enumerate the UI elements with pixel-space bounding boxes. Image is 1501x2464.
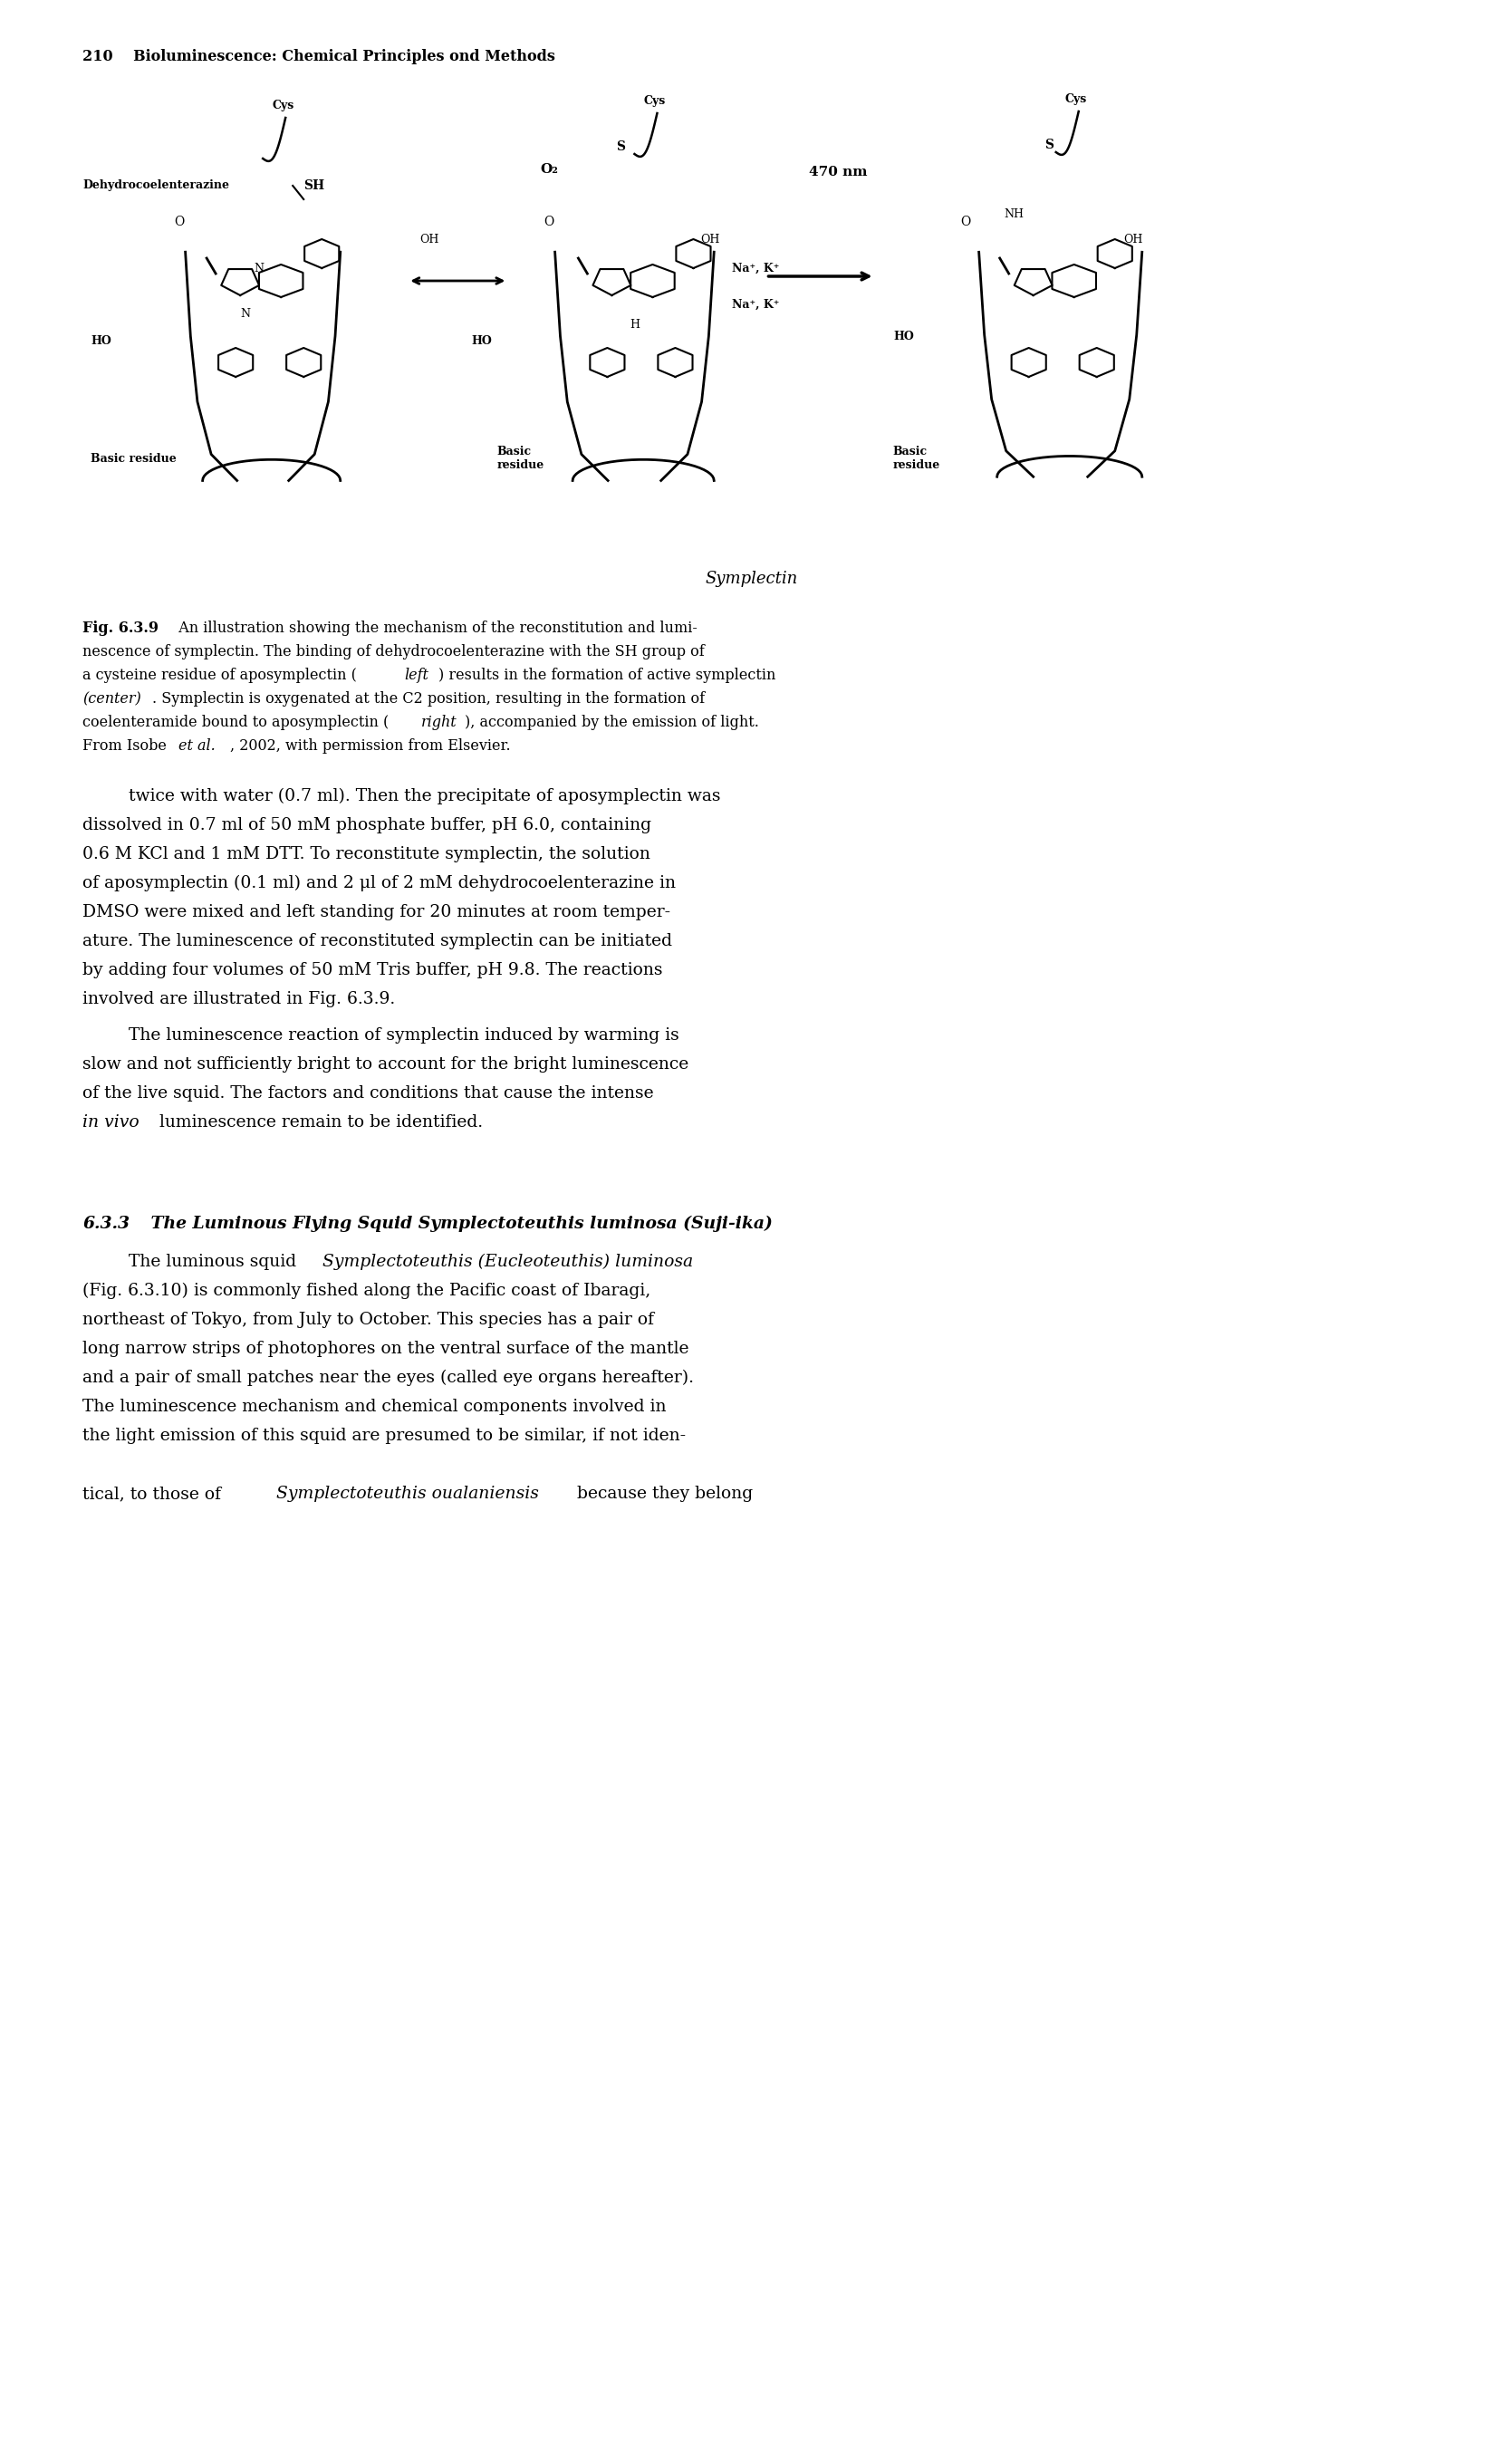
Text: Cys: Cys <box>1064 94 1087 106</box>
Text: , 2002, with permission from Elsevier.: , 2002, with permission from Elsevier. <box>230 739 510 754</box>
Text: OH: OH <box>1123 234 1142 246</box>
Text: Symplectoteuthis (Eucleoteuthis) luminosa: Symplectoteuthis (Eucleoteuthis) luminos… <box>323 1254 692 1271</box>
Text: Symplectin: Symplectin <box>704 572 797 586</box>
Text: Basic
residue: Basic residue <box>497 446 543 471</box>
Text: Cys: Cys <box>642 96 665 106</box>
Text: The luminous squid: The luminous squid <box>129 1254 302 1269</box>
Text: O: O <box>174 217 185 229</box>
Text: nescence of symplectin. The binding of dehydrocoelenterazine with the SH group o: nescence of symplectin. The binding of d… <box>83 643 704 660</box>
Text: luminescence remain to be identified.: luminescence remain to be identified. <box>153 1114 482 1131</box>
Text: From Isobe: From Isobe <box>83 739 171 754</box>
Text: Cys: Cys <box>272 99 294 111</box>
Text: ature. The luminescence of reconstituted symplectin can be initiated: ature. The luminescence of reconstituted… <box>83 934 672 949</box>
Text: HO: HO <box>893 330 914 342</box>
Text: ) results in the formation of active symplectin: ) results in the formation of active sym… <box>438 668 776 683</box>
Text: Basic
residue: Basic residue <box>892 446 940 471</box>
Text: The Luminous Flying Squid Symplectoteuthis luminosa (Suji-ika): The Luminous Flying Squid Symplectoteuth… <box>134 1215 773 1232</box>
Text: Na⁺, K⁺: Na⁺, K⁺ <box>732 264 779 274</box>
Text: (center): (center) <box>83 692 141 707</box>
Text: a cysteine residue of aposymplectin (: a cysteine residue of aposymplectin ( <box>83 668 357 683</box>
Text: 210    Bioluminescence: Chemical Principles ond Methods: 210 Bioluminescence: Chemical Principles… <box>83 49 555 64</box>
Text: DMSO were mixed and left standing for 20 minutes at room temper-: DMSO were mixed and left standing for 20… <box>83 904 669 922</box>
Text: left: left <box>404 668 428 683</box>
Text: The luminescence reaction of symplectin induced by warming is: The luminescence reaction of symplectin … <box>129 1027 678 1045</box>
Text: O: O <box>543 217 554 229</box>
Text: Na⁺, K⁺: Na⁺, K⁺ <box>732 298 779 310</box>
Text: 6.3.3: 6.3.3 <box>83 1215 129 1232</box>
Text: Dehydrocoelenterazine: Dehydrocoelenterazine <box>83 180 230 192</box>
Text: NH: NH <box>1004 209 1024 219</box>
Text: O₂: O₂ <box>540 163 558 175</box>
Text: of aposymplectin (0.1 ml) and 2 μl of 2 mM dehydrocoelenterazine in: of aposymplectin (0.1 ml) and 2 μl of 2 … <box>83 875 675 892</box>
Text: 0.6 M KCl and 1 mM DTT. To reconstitute symplectin, the solution: 0.6 M KCl and 1 mM DTT. To reconstitute … <box>83 845 650 862</box>
Text: N: N <box>240 308 251 320</box>
Text: N: N <box>254 264 264 274</box>
Text: OH: OH <box>701 234 719 246</box>
Text: northeast of Tokyo, from July to October. This species has a pair of: northeast of Tokyo, from July to October… <box>83 1311 653 1328</box>
Text: SH: SH <box>303 180 324 192</box>
Text: tical, to those of: tical, to those of <box>83 1486 227 1503</box>
Text: long narrow strips of photophores on the ventral surface of the mantle: long narrow strips of photophores on the… <box>83 1340 689 1358</box>
Text: ), accompanied by the emission of light.: ), accompanied by the emission of light. <box>464 715 758 729</box>
Text: because they belong: because they belong <box>572 1486 754 1503</box>
Text: (Fig. 6.3.10) is commonly fished along the Pacific coast of Ibaragi,: (Fig. 6.3.10) is commonly fished along t… <box>83 1284 650 1299</box>
Text: twice with water (0.7 ml). Then the precipitate of aposymplectin was: twice with water (0.7 ml). Then the prec… <box>129 788 720 806</box>
Text: slow and not sufficiently bright to account for the bright luminescence: slow and not sufficiently bright to acco… <box>83 1057 689 1072</box>
Text: H: H <box>629 318 639 330</box>
Text: in vivo: in vivo <box>83 1114 140 1131</box>
Text: S: S <box>1043 138 1052 150</box>
Text: Fig. 6.3.9: Fig. 6.3.9 <box>83 621 159 636</box>
Text: OH: OH <box>419 234 438 246</box>
Text: 470 nm: 470 nm <box>808 165 866 177</box>
Text: The luminescence mechanism and chemical components involved in: The luminescence mechanism and chemical … <box>83 1400 666 1414</box>
Text: . Symplectin is oxygenated at the C2 position, resulting in the formation of: . Symplectin is oxygenated at the C2 pos… <box>152 692 704 707</box>
Text: HO: HO <box>471 335 492 347</box>
Text: Symplectoteuthis oualaniensis: Symplectoteuthis oualaniensis <box>276 1486 539 1503</box>
Text: S: S <box>615 140 624 153</box>
Text: HO: HO <box>90 335 111 347</box>
Text: An illustration showing the mechanism of the reconstitution and lumi-: An illustration showing the mechanism of… <box>170 621 696 636</box>
Text: right: right <box>420 715 456 729</box>
Text: coelenteramide bound to aposymplectin (: coelenteramide bound to aposymplectin ( <box>83 715 389 729</box>
Text: Basic residue: Basic residue <box>90 453 176 466</box>
Text: O: O <box>961 217 970 229</box>
Text: dissolved in 0.7 ml of 50 mM phosphate buffer, pH 6.0, containing: dissolved in 0.7 ml of 50 mM phosphate b… <box>83 818 651 833</box>
Text: and a pair of small patches near the eyes (called eye organs hereafter).: and a pair of small patches near the eye… <box>83 1370 693 1387</box>
Text: the light emission of this squid are presumed to be similar, if not iden-: the light emission of this squid are pre… <box>83 1427 686 1444</box>
Text: by adding four volumes of 50 mM Tris buffer, pH 9.8. The reactions: by adding four volumes of 50 mM Tris buf… <box>83 961 662 978</box>
Text: of the live squid. The factors and conditions that cause the intense: of the live squid. The factors and condi… <box>83 1084 653 1101</box>
Text: involved are illustrated in Fig. 6.3.9.: involved are illustrated in Fig. 6.3.9. <box>83 991 395 1008</box>
Text: et al.: et al. <box>179 739 215 754</box>
